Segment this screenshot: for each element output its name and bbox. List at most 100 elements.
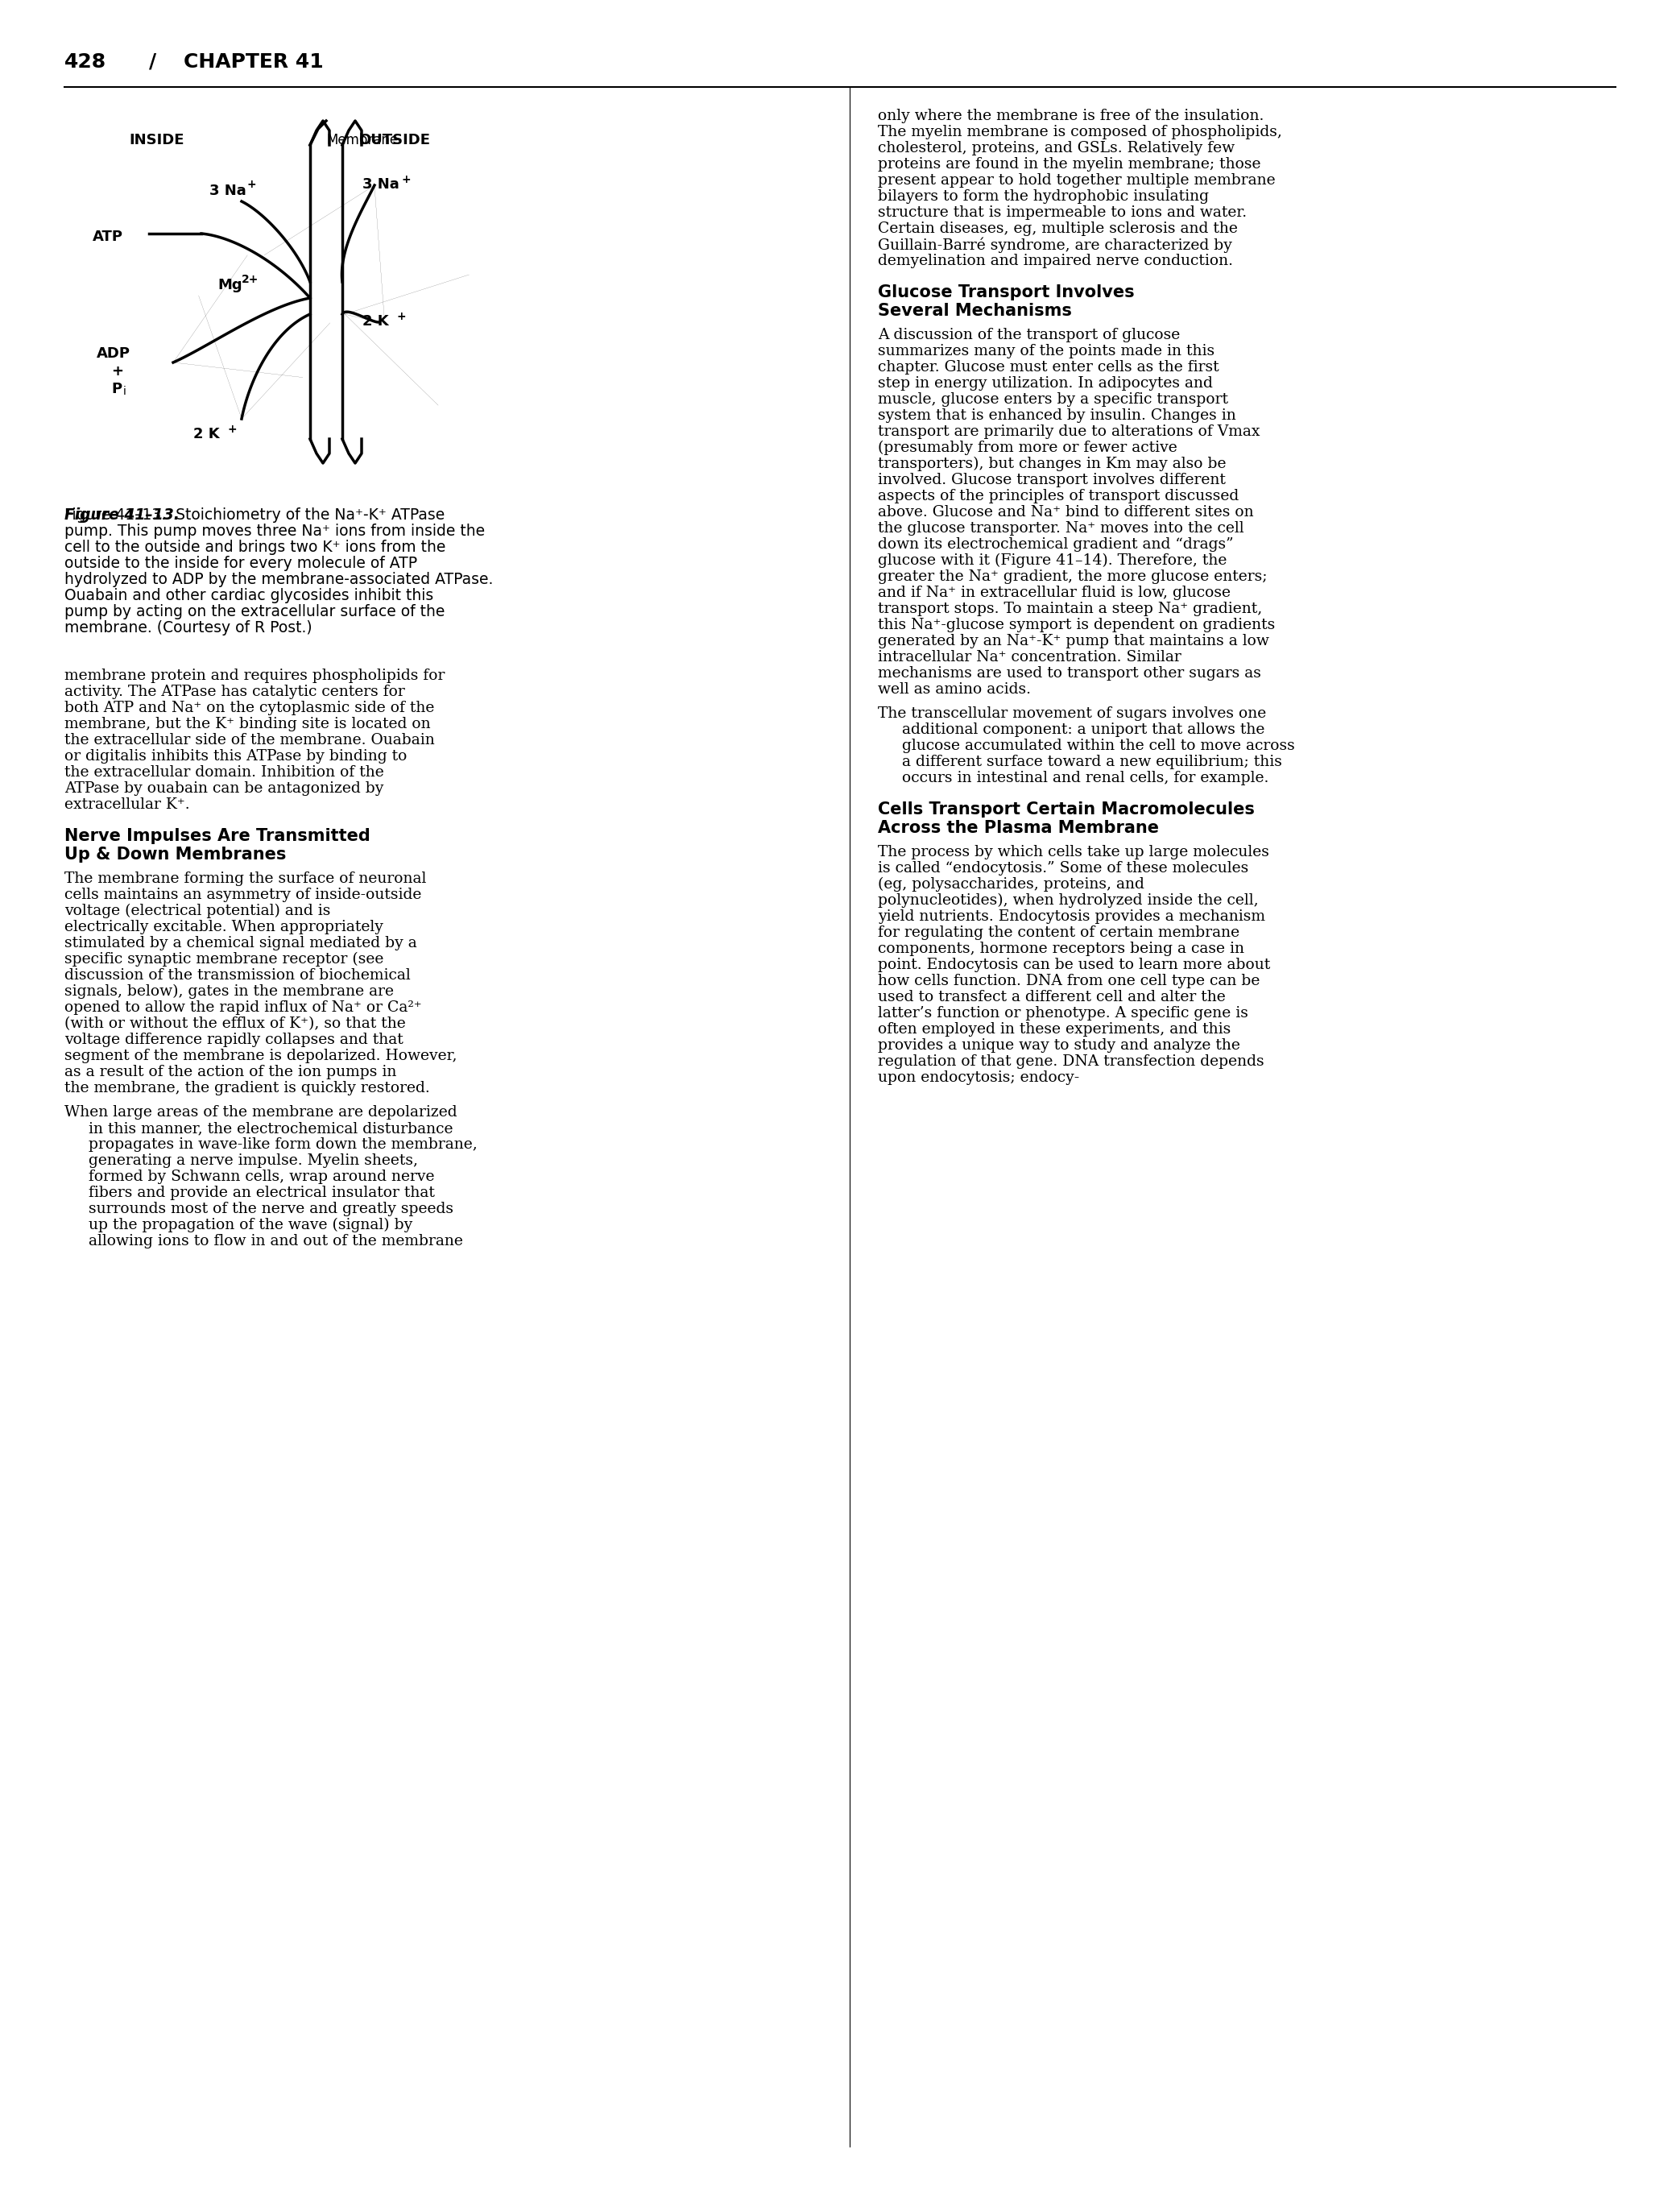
Text: Up & Down Membranes: Up & Down Membranes <box>64 847 286 862</box>
Text: surrounds most of the nerve and greatly speeds: surrounds most of the nerve and greatly … <box>89 1203 454 1216</box>
Text: glucose with it (Figure 41–14). Therefore, the: glucose with it (Figure 41–14). Therefor… <box>879 553 1226 568</box>
Text: Nerve Impulses Are Transmitted: Nerve Impulses Are Transmitted <box>64 827 370 845</box>
Text: A discussion of the transport of glucose: A discussion of the transport of glucose <box>879 327 1179 343</box>
Text: propagates in wave-like form down the membrane,: propagates in wave-like form down the me… <box>89 1136 477 1152</box>
Text: extracellular K⁺.: extracellular K⁺. <box>64 798 190 811</box>
Text: 428: 428 <box>64 53 106 71</box>
Text: down its electrochemical gradient and “drags”: down its electrochemical gradient and “d… <box>879 537 1233 553</box>
Text: aspects of the principles of transport discussed: aspects of the principles of transport d… <box>879 489 1238 504</box>
Text: glucose accumulated within the cell to move across: glucose accumulated within the cell to m… <box>902 738 1295 754</box>
Text: +: + <box>247 179 257 190</box>
Text: hydrolyzed to ADP by the membrane-associated ATPase.: hydrolyzed to ADP by the membrane-associ… <box>64 573 494 588</box>
Text: 2 K: 2 K <box>193 427 220 442</box>
Text: structure that is impermeable to ions and water.: structure that is impermeable to ions an… <box>879 206 1247 219</box>
Text: bilayers to form the hydrophobic insulating: bilayers to form the hydrophobic insulat… <box>879 190 1210 203</box>
Text: (with or without the efflux of K⁺), so that the: (with or without the efflux of K⁺), so t… <box>64 1017 405 1030</box>
Text: membrane, but the K⁺ binding site is located on: membrane, but the K⁺ binding site is loc… <box>64 716 430 732</box>
Text: proteins are found in the myelin membrane; those: proteins are found in the myelin membran… <box>879 157 1260 172</box>
Text: Guillain-Barré syndrome, are characterized by: Guillain-Barré syndrome, are characteriz… <box>879 237 1231 254</box>
Text: the membrane, the gradient is quickly restored.: the membrane, the gradient is quickly re… <box>64 1081 430 1094</box>
Text: specific synaptic membrane receptor (see: specific synaptic membrane receptor (see <box>64 953 383 966</box>
Text: summarizes many of the points made in this: summarizes many of the points made in th… <box>879 345 1215 358</box>
Text: /: / <box>150 53 156 71</box>
Text: a different surface toward a new equilibrium; this: a different surface toward a new equilib… <box>902 754 1282 769</box>
Text: 3 Na: 3 Na <box>210 184 247 199</box>
Text: 2 K: 2 K <box>363 314 388 329</box>
Text: +: + <box>228 425 237 436</box>
Text: formed by Schwann cells, wrap around nerve: formed by Schwann cells, wrap around ner… <box>89 1170 435 1185</box>
Text: Certain diseases, eg, multiple sclerosis and the: Certain diseases, eg, multiple sclerosis… <box>879 221 1238 237</box>
Text: voltage difference rapidly collapses and that: voltage difference rapidly collapses and… <box>64 1033 403 1048</box>
Text: activity. The ATPase has catalytic centers for: activity. The ATPase has catalytic cente… <box>64 685 405 699</box>
Text: allowing ions to flow in and out of the membrane: allowing ions to flow in and out of the … <box>89 1234 464 1249</box>
Text: transport stops. To maintain a steep Na⁺ gradient,: transport stops. To maintain a steep Na⁺… <box>879 601 1262 617</box>
Text: chapter. Glucose must enter cells as the first: chapter. Glucose must enter cells as the… <box>879 360 1220 374</box>
Text: involved. Glucose transport involves different: involved. Glucose transport involves dif… <box>879 473 1226 486</box>
Text: upon endocytosis; endocy-: upon endocytosis; endocy- <box>879 1070 1079 1086</box>
Text: membrane. (Courtesy of R Post.): membrane. (Courtesy of R Post.) <box>64 621 312 635</box>
Text: well as amino acids.: well as amino acids. <box>879 683 1032 696</box>
Text: Figure 41–13.: Figure 41–13. <box>64 509 180 522</box>
Text: both ATP and Na⁺ on the cytoplasmic side of the: both ATP and Na⁺ on the cytoplasmic side… <box>64 701 435 714</box>
Text: regulation of that gene. DNA transfection depends: regulation of that gene. DNA transfectio… <box>879 1055 1263 1068</box>
Text: pump. This pump moves three Na⁺ ions from inside the: pump. This pump moves three Na⁺ ions fro… <box>64 524 486 539</box>
Text: Ouabain and other cardiac glycosides inhibit this: Ouabain and other cardiac glycosides inh… <box>64 588 433 604</box>
Text: above. Glucose and Na⁺ bind to different sites on: above. Glucose and Na⁺ bind to different… <box>879 504 1253 520</box>
Text: present appear to hold together multiple membrane: present appear to hold together multiple… <box>879 172 1275 188</box>
Text: +: + <box>402 175 410 186</box>
Text: Cells Transport Certain Macromolecules: Cells Transport Certain Macromolecules <box>879 800 1255 818</box>
Text: (eg, polysaccharides, proteins, and: (eg, polysaccharides, proteins, and <box>879 878 1144 891</box>
Text: transport are primarily due to alterations of Vmax: transport are primarily due to alteratio… <box>879 425 1260 440</box>
Text: Glucose Transport Involves: Glucose Transport Involves <box>879 285 1134 301</box>
Text: segment of the membrane is depolarized. However,: segment of the membrane is depolarized. … <box>64 1048 457 1063</box>
Text: cholesterol, proteins, and GSLs. Relatively few: cholesterol, proteins, and GSLs. Relativ… <box>879 142 1235 155</box>
Text: transporters), but changes in Km may also be: transporters), but changes in Km may als… <box>879 458 1226 471</box>
Text: When large areas of the membrane are depolarized: When large areas of the membrane are dep… <box>64 1106 457 1119</box>
Text: +: + <box>396 312 407 323</box>
Text: the extracellular domain. Inhibition of the: the extracellular domain. Inhibition of … <box>64 765 385 780</box>
Text: signals, below), gates in the membrane are: signals, below), gates in the membrane a… <box>64 984 393 999</box>
Text: ATP: ATP <box>92 230 123 243</box>
Text: and if Na⁺ in extracellular fluid is low, glucose: and if Na⁺ in extracellular fluid is low… <box>879 586 1231 599</box>
Text: INSIDE: INSIDE <box>129 133 185 148</box>
Text: often employed in these experiments, and this: often employed in these experiments, and… <box>879 1021 1231 1037</box>
Text: additional component: a uniport that allows the: additional component: a uniport that all… <box>902 723 1265 736</box>
Text: ATPase by ouabain can be antagonized by: ATPase by ouabain can be antagonized by <box>64 780 383 796</box>
Text: only where the membrane is free of the insulation.: only where the membrane is free of the i… <box>879 108 1263 124</box>
Text: up the propagation of the wave (signal) by: up the propagation of the wave (signal) … <box>89 1218 413 1232</box>
Text: demyelination and impaired nerve conduction.: demyelination and impaired nerve conduct… <box>879 254 1233 268</box>
Text: opened to allow the rapid influx of Na⁺ or Ca²⁺: opened to allow the rapid influx of Na⁺ … <box>64 999 422 1015</box>
Text: the glucose transporter. Na⁺ moves into the cell: the glucose transporter. Na⁺ moves into … <box>879 522 1243 535</box>
Text: stimulated by a chemical signal mediated by a: stimulated by a chemical signal mediated… <box>64 935 417 951</box>
Text: in this manner, the electrochemical disturbance: in this manner, the electrochemical dist… <box>89 1121 454 1136</box>
Text: The membrane forming the surface of neuronal: The membrane forming the surface of neur… <box>64 871 427 887</box>
Text: The transcellular movement of sugars involves one: The transcellular movement of sugars inv… <box>879 705 1267 721</box>
Text: system that is enhanced by insulin. Changes in: system that is enhanced by insulin. Chan… <box>879 409 1236 422</box>
Text: cell to the outside and brings two K⁺ ions from the: cell to the outside and brings two K⁺ io… <box>64 539 445 555</box>
Text: generating a nerve impulse. Myelin sheets,: generating a nerve impulse. Myelin sheet… <box>89 1154 418 1167</box>
Text: used to transfect a different cell and alter the: used to transfect a different cell and a… <box>879 991 1226 1004</box>
Text: 3 Na: 3 Na <box>363 177 400 192</box>
Text: provides a unique way to study and analyze the: provides a unique way to study and analy… <box>879 1039 1240 1052</box>
Text: Figure 41–13.  Stoichiometry of the Na⁺-K⁺ ATPase: Figure 41–13. Stoichiometry of the Na⁺-K… <box>64 509 445 522</box>
Text: OUTSIDE: OUTSIDE <box>360 133 430 148</box>
Text: the extracellular side of the membrane. Ouabain: the extracellular side of the membrane. … <box>64 734 435 747</box>
Text: pump by acting on the extracellular surface of the: pump by acting on the extracellular surf… <box>64 604 445 619</box>
Text: components, hormone receptors being a case in: components, hormone receptors being a ca… <box>879 942 1245 955</box>
Text: mechanisms are used to transport other sugars as: mechanisms are used to transport other s… <box>879 666 1262 681</box>
Text: how cells function. DNA from one cell type can be: how cells function. DNA from one cell ty… <box>879 973 1260 988</box>
Text: intracellular Na⁺ concentration. Similar: intracellular Na⁺ concentration. Similar <box>879 650 1181 666</box>
Text: (presumably from more or fewer active: (presumably from more or fewer active <box>879 440 1178 455</box>
Text: occurs in intestinal and renal cells, for example.: occurs in intestinal and renal cells, fo… <box>902 772 1268 785</box>
Text: this Na⁺-glucose symport is dependent on gradients: this Na⁺-glucose symport is dependent on… <box>879 617 1275 632</box>
Text: CHAPTER 41: CHAPTER 41 <box>183 53 324 71</box>
Text: P: P <box>111 383 121 396</box>
Text: i: i <box>123 385 126 398</box>
Text: Several Mechanisms: Several Mechanisms <box>879 303 1072 318</box>
Text: generated by an Na⁺-K⁺ pump that maintains a low: generated by an Na⁺-K⁺ pump that maintai… <box>879 635 1268 648</box>
Text: +: + <box>111 365 123 378</box>
Text: membrane protein and requires phospholipids for: membrane protein and requires phospholip… <box>64 668 445 683</box>
Text: Across the Plasma Membrane: Across the Plasma Membrane <box>879 820 1159 836</box>
Text: latter’s function or phenotype. A specific gene is: latter’s function or phenotype. A specif… <box>879 1006 1248 1021</box>
Text: The process by which cells take up large molecules: The process by which cells take up large… <box>879 845 1268 860</box>
